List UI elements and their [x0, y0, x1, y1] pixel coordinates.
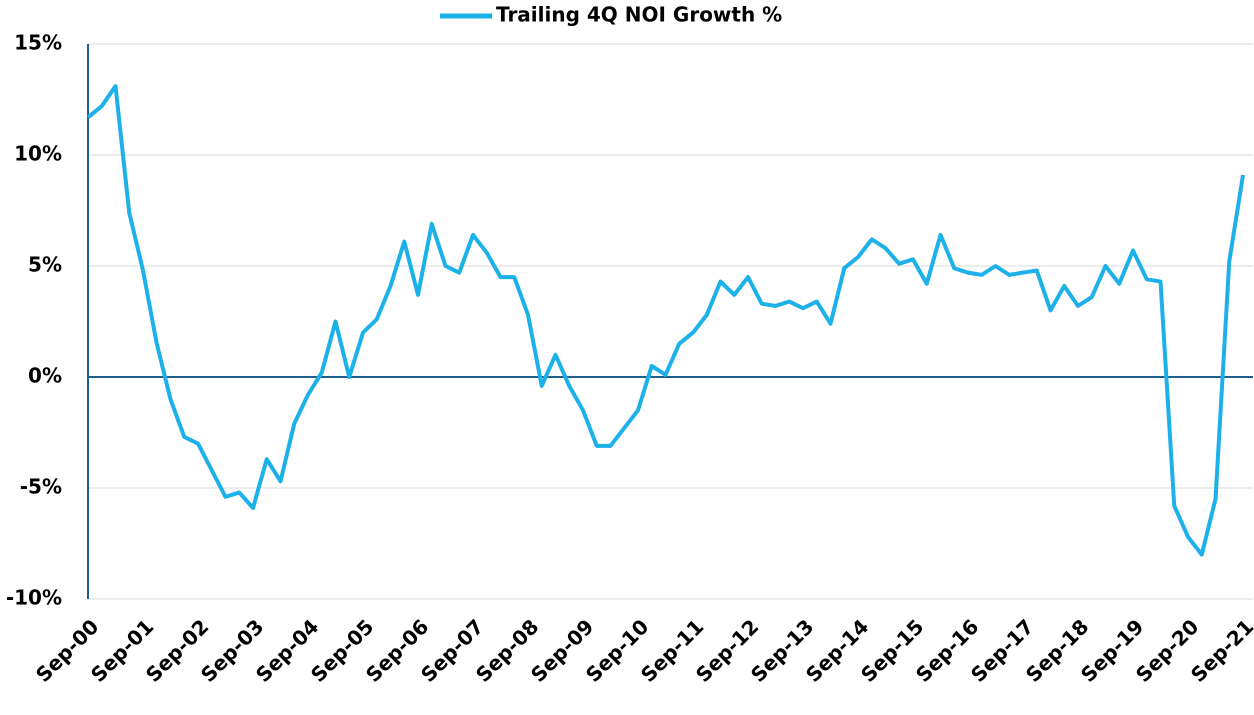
y-tick-label: 5% — [28, 253, 62, 277]
y-tick-label: 0% — [28, 364, 62, 388]
y-tick-label: -10% — [6, 586, 62, 610]
series-line — [86, 84, 1245, 557]
legend-label: Trailing 4Q NOI Growth % — [496, 3, 782, 27]
y-tick-label: 10% — [14, 142, 62, 166]
y-tick-label: -5% — [20, 475, 62, 499]
y-tick-label: 15% — [14, 31, 62, 55]
